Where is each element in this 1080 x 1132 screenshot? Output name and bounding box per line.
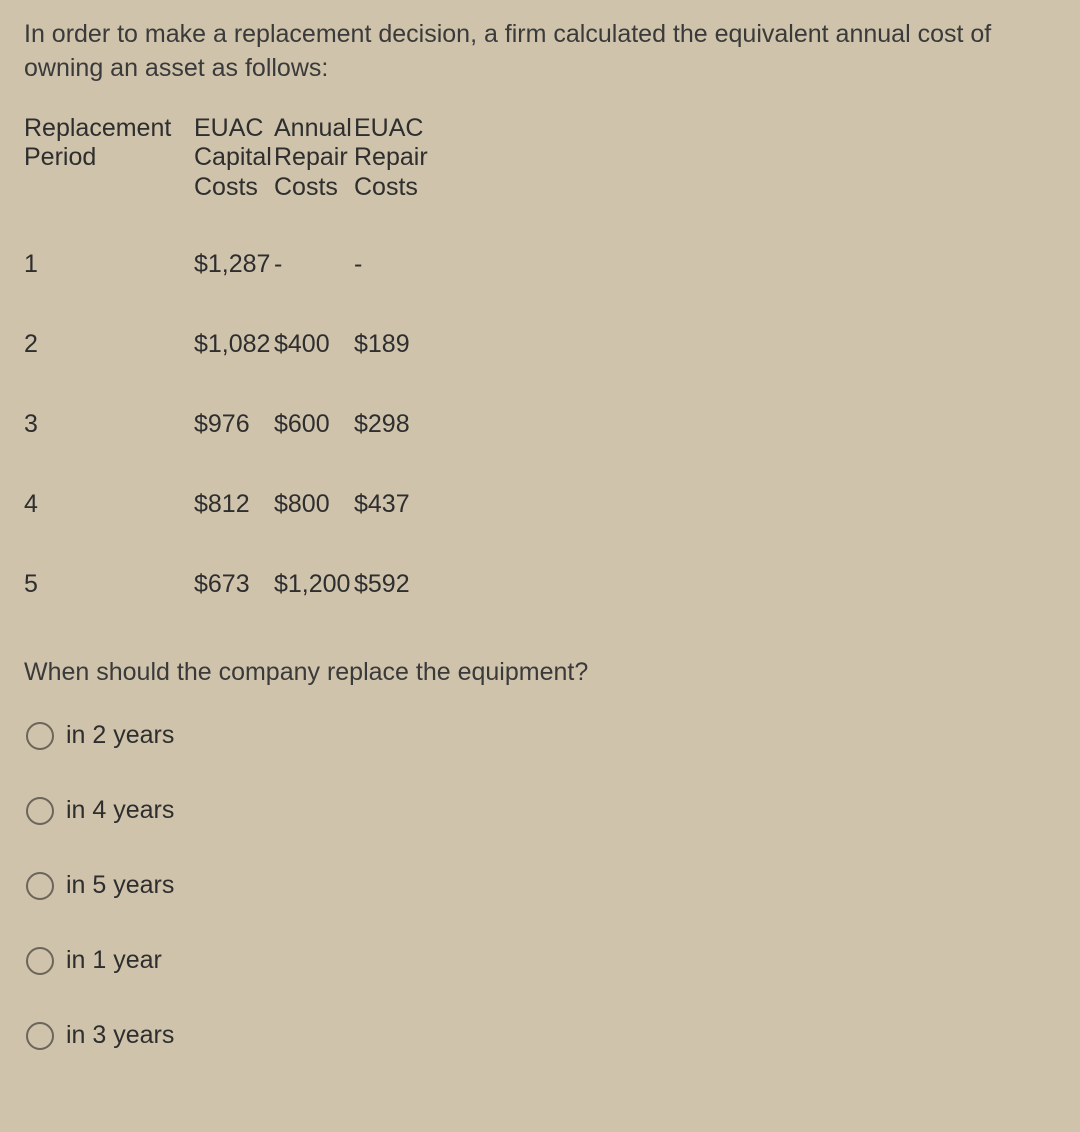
cell-cap: $1,287 bbox=[194, 224, 274, 304]
cell-period: 4 bbox=[24, 464, 194, 544]
header-ann-line2: Repair bbox=[274, 143, 348, 171]
option-in-3-years[interactable]: in 3 years bbox=[26, 1021, 1056, 1050]
cell-euac: $298 bbox=[354, 384, 434, 464]
data-table: Replacement Period EUAC Capital Costs An… bbox=[24, 114, 434, 625]
cell-period: 1 bbox=[24, 224, 194, 304]
radio-icon bbox=[26, 722, 54, 750]
cell-euac: $437 bbox=[354, 464, 434, 544]
option-label: in 4 years bbox=[66, 796, 174, 825]
cell-cap: $976 bbox=[194, 384, 274, 464]
radio-icon bbox=[26, 1022, 54, 1050]
header-ann-line3: Costs bbox=[274, 173, 338, 201]
header-euac-line1: EUAC bbox=[354, 114, 423, 142]
header-period-line2: Period bbox=[24, 143, 96, 171]
header-period: Replacement Period bbox=[24, 114, 194, 225]
option-in-2-years[interactable]: in 2 years bbox=[26, 721, 1056, 750]
cell-period: 5 bbox=[24, 544, 194, 624]
cell-ann: $400 bbox=[274, 304, 354, 384]
header-ann-line1: Annual bbox=[274, 114, 352, 142]
header-cap-line1: EUAC bbox=[194, 114, 263, 142]
question-page: In order to make a replacement decision,… bbox=[0, 0, 1080, 1080]
option-label: in 1 year bbox=[66, 946, 162, 975]
cell-period: 2 bbox=[24, 304, 194, 384]
table-row: 2 $1,082 $400 $189 bbox=[24, 304, 434, 384]
table-row: 3 $976 $600 $298 bbox=[24, 384, 434, 464]
header-annual: Annual Repair Costs bbox=[274, 114, 354, 225]
cell-ann: $800 bbox=[274, 464, 354, 544]
answer-options: in 2 years in 4 years in 5 years in 1 ye… bbox=[24, 721, 1056, 1050]
cell-ann: - bbox=[274, 224, 354, 304]
cell-euac: $189 bbox=[354, 304, 434, 384]
cell-period: 3 bbox=[24, 384, 194, 464]
cell-cap: $1,082 bbox=[194, 304, 274, 384]
header-euac: EUAC Repair Costs bbox=[354, 114, 434, 225]
cell-cap: $673 bbox=[194, 544, 274, 624]
radio-icon bbox=[26, 872, 54, 900]
header-capital: EUAC Capital Costs bbox=[194, 114, 274, 225]
table-row: 4 $812 $800 $437 bbox=[24, 464, 434, 544]
question-intro: In order to make a replacement decision,… bbox=[24, 18, 1056, 86]
header-cap-line2: Capital bbox=[194, 143, 272, 171]
option-label: in 3 years bbox=[66, 1021, 174, 1050]
question-text: When should the company replace the equi… bbox=[24, 658, 1056, 687]
table-header-row: Replacement Period EUAC Capital Costs An… bbox=[24, 114, 434, 225]
cell-euac: - bbox=[354, 224, 434, 304]
radio-icon bbox=[26, 797, 54, 825]
table-row: 1 $1,287 - - bbox=[24, 224, 434, 304]
option-label: in 5 years bbox=[66, 871, 174, 900]
option-in-4-years[interactable]: in 4 years bbox=[26, 796, 1056, 825]
radio-icon bbox=[26, 947, 54, 975]
header-euac-line2: Repair bbox=[354, 143, 428, 171]
option-in-1-year[interactable]: in 1 year bbox=[26, 946, 1056, 975]
header-period-line1: Replacement bbox=[24, 114, 171, 142]
cell-ann: $1,200 bbox=[274, 544, 354, 624]
header-cap-line3: Costs bbox=[194, 173, 258, 201]
header-euac-line3: Costs bbox=[354, 173, 418, 201]
cell-euac: $592 bbox=[354, 544, 434, 624]
table-row: 5 $673 $1,200 $592 bbox=[24, 544, 434, 624]
cell-cap: $812 bbox=[194, 464, 274, 544]
option-in-5-years[interactable]: in 5 years bbox=[26, 871, 1056, 900]
option-label: in 2 years bbox=[66, 721, 174, 750]
cell-ann: $600 bbox=[274, 384, 354, 464]
